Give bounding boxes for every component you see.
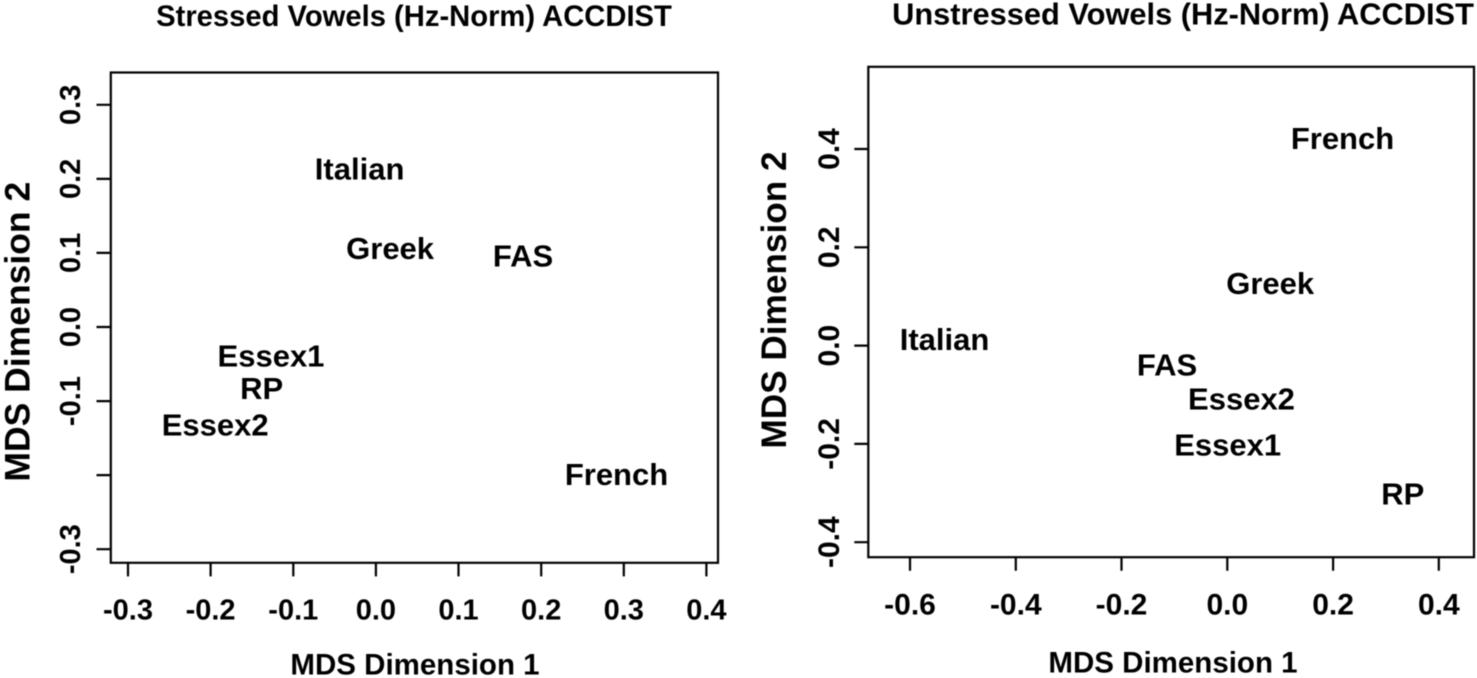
svg-text:-0.4: -0.4: [990, 589, 1042, 622]
svg-text:-0.1: -0.1: [268, 595, 318, 627]
svg-text:French: French: [565, 457, 668, 492]
svg-text:French: French: [1291, 121, 1394, 156]
svg-text:0.4: 0.4: [1418, 589, 1460, 622]
svg-text:0.3: 0.3: [604, 595, 644, 627]
svg-text:-0.1: -0.1: [55, 376, 87, 426]
svg-text:0.1: 0.1: [438, 595, 478, 627]
svg-text:-0.3: -0.3: [55, 524, 87, 574]
svg-text:0.0: 0.0: [1206, 589, 1248, 622]
svg-text:-0.2: -0.2: [186, 595, 236, 627]
svg-text:0.2: 0.2: [55, 159, 87, 199]
svg-text:MDS Dimension 2: MDS Dimension 2: [0, 182, 38, 482]
svg-text:-0.6: -0.6: [884, 589, 936, 622]
svg-text:0.2: 0.2: [521, 595, 561, 627]
svg-text:0.2: 0.2: [813, 226, 846, 268]
svg-text:-0.2: -0.2: [1096, 589, 1148, 622]
svg-text:FAS: FAS: [493, 238, 553, 273]
svg-text:-0.2: -0.2: [813, 418, 846, 470]
svg-text:MDS Dimension 1: MDS Dimension 1: [290, 649, 539, 678]
svg-text:Essex2: Essex2: [1188, 382, 1295, 417]
svg-text:-0.3: -0.3: [103, 595, 153, 627]
svg-text:0.3: 0.3: [55, 85, 87, 125]
svg-text:0.0: 0.0: [55, 307, 87, 347]
svg-text:0.0: 0.0: [356, 595, 396, 627]
svg-text:MDS Dimension 1: MDS Dimension 1: [1048, 647, 1297, 678]
svg-text:Greek: Greek: [1226, 266, 1315, 301]
svg-text:Essex2: Essex2: [162, 408, 269, 443]
svg-text:-0.4: -0.4: [813, 516, 846, 568]
svg-text:0.1: 0.1: [55, 233, 87, 273]
svg-text:0.0: 0.0: [813, 325, 846, 367]
svg-text:Italian: Italian: [315, 152, 405, 187]
svg-text:Essex1: Essex1: [1174, 428, 1281, 463]
svg-text:Stressed Vowels (Hz-Norm) ACCD: Stressed Vowels (Hz-Norm) ACCDIST: [156, 1, 672, 33]
svg-text:RP: RP: [240, 371, 283, 406]
svg-text:0.4: 0.4: [813, 128, 846, 170]
svg-text:Essex1: Essex1: [218, 338, 325, 373]
svg-text:FAS: FAS: [1137, 348, 1197, 383]
svg-text:Unstressed Vowels (Hz-Norm) AC: Unstressed Vowels (Hz-Norm) ACCDIST: [892, 0, 1474, 32]
svg-text:0.4: 0.4: [686, 595, 726, 627]
svg-text:RP: RP: [1381, 477, 1424, 512]
svg-text:Italian: Italian: [900, 322, 990, 357]
svg-text:MDS Dimension 2: MDS Dimension 2: [755, 151, 794, 448]
svg-text:Greek: Greek: [346, 231, 435, 266]
svg-text:0.2: 0.2: [1312, 589, 1354, 622]
